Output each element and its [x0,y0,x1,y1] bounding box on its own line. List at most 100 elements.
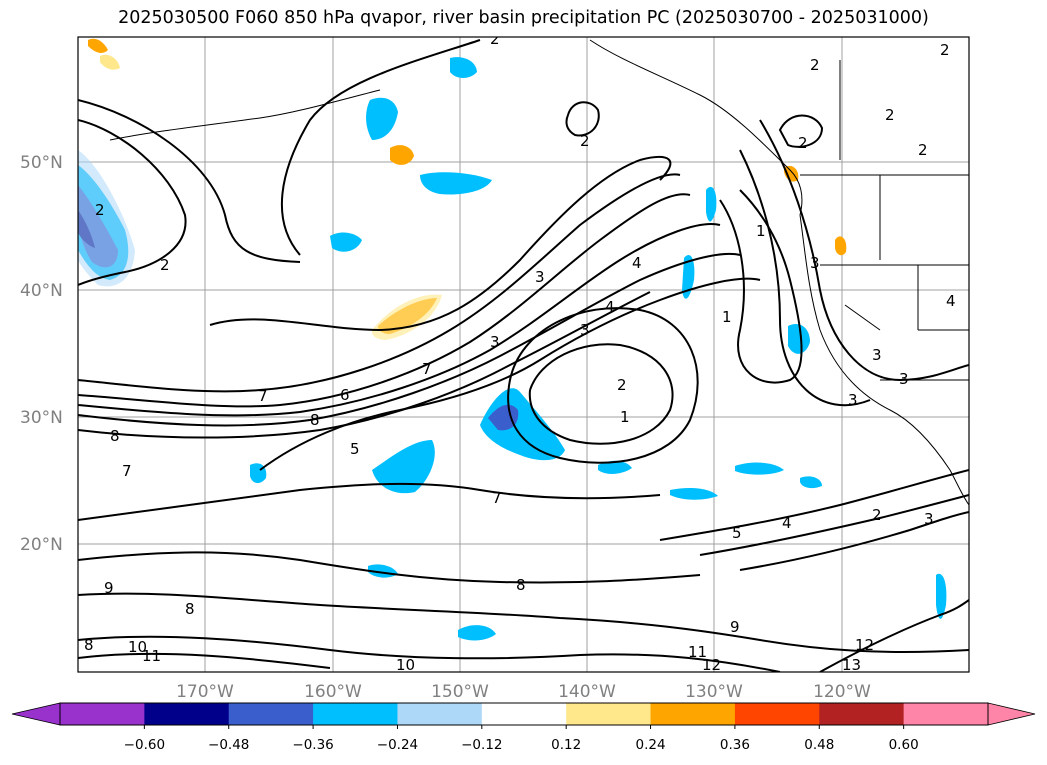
clabel: 2 [95,201,105,219]
contour-south-8 [78,551,701,584]
colorbar-tick-label: −0.12 [461,737,502,753]
colorbar-segment [819,703,905,725]
colorbar-segment [144,703,230,725]
contour-labels: 2 2 2 2 2 2 2 2 2 3 3 4 4 3 2 1 1 1 3 3 … [84,30,956,674]
clabel: 3 [872,346,882,364]
clabel: 4 [632,254,642,272]
contour-7 [78,252,741,427]
shade-navy-mid [488,404,519,431]
lat-label-40n: 40°N [20,281,63,301]
gridlines [78,37,969,672]
colorbar-tick-label: −0.24 [377,737,418,753]
shade-orange-5 [88,38,108,53]
shade-blue-1 [366,97,398,140]
contour-2-north [280,39,481,256]
colorbar-segment [566,703,652,725]
shade-orange-4 [835,236,847,256]
lon-label-160w: 160°W [304,682,362,702]
clabel: 8 [516,576,526,594]
contour-10 [78,635,781,672]
contour-loop-1 [507,307,699,464]
clabel: 2 [798,134,808,152]
contour-west-2 [78,119,187,286]
contour-9 [78,592,969,653]
colorbar-tick-label: −0.48 [208,737,249,753]
clabel: 1 [722,308,732,326]
shade-blue-9 [458,625,496,641]
border-state-2 [820,264,969,381]
shade-blue-16 [800,476,822,489]
clabel: 10 [128,638,147,656]
shade-yellow-5 [100,54,120,70]
contour-loop-2 [528,343,674,445]
clabel: 8 [84,636,94,654]
alaska-coast [589,39,803,216]
contour-east-1 [719,189,803,384]
contour-east-2 [739,149,871,407]
contour-6 [78,223,721,417]
clabel: 4 [782,514,792,532]
latitude-labels: 50°N 40°N 30°N 20°N [20,153,63,555]
clabel: 5 [350,440,360,458]
qvapor-contours [78,39,969,672]
west-coast [799,214,969,506]
shade-blue-11 [682,254,695,299]
clabel: 7 [122,462,132,480]
clabel: 2 [872,506,882,524]
clabel: 8 [110,427,120,445]
aleutians [109,89,381,141]
clabel: 2 [617,376,627,394]
shade-orange-1 [390,145,414,165]
contour-se-3 [739,511,969,571]
shade-orange-3 [784,165,799,182]
colorbar-tick-label: 0.60 [889,737,919,753]
clabel: 2 [810,56,820,74]
colorbar-tick-label: 0.12 [551,737,581,753]
colorbar-segment [313,703,398,725]
lon-label-120w: 120°W [813,682,871,702]
clabel: 3 [580,321,590,339]
clabel: 7 [492,489,502,507]
colorbar-extend-min [11,702,61,726]
clabel: 11 [142,647,161,665]
colorbar: −0.60 −0.48 −0.36 −0.24 −0.12 0.12 0.24 0.36 0.4… [11,702,1036,753]
lon-label-140w: 140°W [558,682,616,702]
clabel: 8 [310,411,320,429]
clabel: 8 [185,600,195,618]
clabel: 1 [756,222,766,240]
contour-big-2 [209,155,672,332]
shade-blue-mid [480,388,565,461]
map-frame-bg [78,37,969,672]
map-title: 2025030500 F060 850 hPa qvapor, river ba… [118,8,929,28]
contour-5-inner [259,277,761,471]
shade-blue-5 [372,440,435,494]
colorbar-tick-label: −0.60 [124,737,165,753]
coastlines [109,39,969,506]
shade-blue-13 [936,573,947,619]
clabel: 12 [702,656,721,674]
clabel: 2 [490,30,500,48]
contour-east-3 [759,119,969,382]
clabel: 3 [848,391,858,409]
colorbar-segment [228,703,314,725]
shade-blue-4 [330,232,362,252]
colorbar-segment [481,703,567,725]
border-state [839,60,969,331]
clabel: 10 [396,656,415,674]
clabel: 3 [899,370,909,388]
clabel: 3 [810,254,820,272]
clabel: 7 [258,387,268,405]
contour-11 [78,652,331,669]
clabel: 2 [918,141,928,159]
colorbar-segment [734,703,820,725]
clabel: 4 [946,292,956,310]
contour-se-12 [819,599,969,672]
lat-label-30n: 30°N [20,408,63,428]
colorbar-frame [59,702,989,726]
colorbar-segment [60,703,145,725]
clabel: 2 [885,106,895,124]
clabel: 11 [688,643,707,661]
contour-ne-2 [778,114,824,148]
clabel: 6 [340,386,350,404]
